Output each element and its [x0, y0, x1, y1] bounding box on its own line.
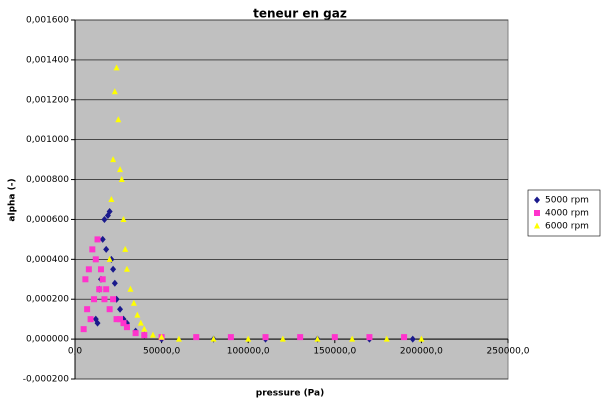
point	[103, 286, 110, 293]
point	[227, 334, 234, 341]
point	[137, 319, 144, 326]
x-tick-label: 50000,0	[143, 347, 180, 357]
x-tick-label: 200000,0	[400, 347, 443, 357]
point	[89, 246, 96, 253]
y-tick-label: 0,001200	[26, 95, 69, 105]
point	[82, 276, 89, 283]
point	[418, 335, 425, 342]
y-tick-label: 0,000800	[26, 175, 69, 185]
point	[409, 335, 416, 343]
point	[134, 311, 141, 318]
point	[158, 333, 165, 340]
x-tick-label: 0,0	[68, 347, 83, 357]
point	[127, 285, 134, 292]
point	[94, 319, 101, 327]
point	[106, 207, 113, 215]
point	[349, 335, 356, 342]
point	[106, 306, 113, 313]
point	[115, 116, 122, 123]
legend-label: 5000 rpm	[545, 196, 589, 206]
point	[91, 296, 98, 303]
point	[366, 334, 373, 341]
point	[101, 215, 108, 223]
point	[193, 334, 200, 341]
point	[123, 265, 130, 272]
legend-label: 6000 rpm	[545, 222, 589, 232]
point	[141, 332, 148, 339]
point	[117, 166, 124, 173]
point	[113, 316, 120, 323]
x-axis-label: pressure (Pa)	[256, 389, 324, 399]
point	[80, 326, 87, 333]
point	[262, 334, 269, 341]
y-tick-label: 0,001600	[26, 16, 69, 26]
point	[279, 335, 286, 342]
point	[245, 335, 252, 342]
point	[92, 256, 99, 263]
point	[84, 306, 91, 313]
point	[97, 266, 104, 273]
y-tick-label: 0,000600	[26, 215, 69, 225]
chart-title: teneur en gaz	[253, 7, 347, 21]
point	[101, 296, 108, 303]
legend-marker	[534, 196, 540, 204]
point	[123, 324, 130, 331]
point	[297, 334, 304, 341]
point	[99, 235, 106, 243]
y-tick-label: -0,000200	[23, 375, 69, 385]
legend-marker	[534, 222, 540, 229]
x-tick-label: 100000,0	[227, 347, 270, 357]
point	[110, 156, 117, 163]
y-axis-label: alpha (-)	[8, 178, 18, 221]
point	[96, 286, 103, 293]
point	[175, 335, 182, 342]
point	[383, 335, 390, 342]
y-tick-label: 0,001000	[26, 135, 69, 145]
plot-area	[74, 19, 509, 380]
point	[118, 176, 125, 183]
y-tick-label: 0,000200	[26, 295, 69, 305]
point	[132, 330, 139, 337]
point	[117, 316, 124, 323]
point	[106, 255, 113, 262]
y-tick-label: 0,000000	[26, 335, 69, 345]
point	[120, 320, 127, 327]
point	[141, 325, 148, 332]
point	[87, 316, 94, 323]
point	[331, 334, 338, 341]
point	[110, 296, 117, 303]
point	[149, 331, 156, 338]
x-tick-label: 250000,0	[487, 347, 530, 357]
point	[103, 245, 110, 253]
point	[314, 335, 321, 342]
y-tick-label: 0,001400	[26, 55, 69, 65]
point	[94, 236, 101, 243]
point	[130, 299, 137, 306]
y-tick-label: 0,000400	[26, 255, 69, 265]
legend-label: 4000 rpm	[545, 209, 589, 219]
point	[85, 266, 92, 273]
x-tick-label: 150000,0	[313, 347, 356, 357]
point	[99, 276, 106, 283]
point	[122, 245, 129, 252]
point	[110, 265, 117, 273]
legend-marker	[534, 210, 540, 216]
point	[401, 334, 408, 341]
point	[113, 64, 120, 71]
point	[120, 215, 127, 222]
point	[117, 305, 124, 313]
point	[111, 279, 118, 287]
point	[108, 196, 115, 202]
point	[111, 88, 118, 95]
point	[210, 335, 217, 342]
